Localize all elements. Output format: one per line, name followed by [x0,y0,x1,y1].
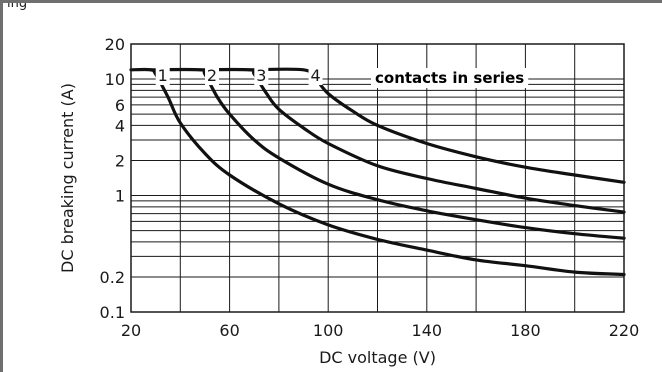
curve-label-background [205,67,220,86]
y-tick-label: 0.2 [100,268,125,287]
curve-series-2 [149,67,626,240]
window-title-fragment: ing [7,3,27,11]
x-axis-label: DC voltage (V) [319,348,436,367]
annotation-label: contacts in series [375,69,524,87]
curve-label-background [254,67,269,86]
y-tick-label: 4 [115,116,125,135]
plot-border [130,43,625,313]
y-tick-label: 20 [105,35,125,54]
curve-label-background [155,67,170,86]
x-tick-label: 220 [609,321,640,340]
x-tick-label: 180 [510,321,541,340]
y-tick-label: 6 [115,96,125,115]
y-tick-label: 1 [115,187,125,206]
x-tick-label: 140 [412,321,443,340]
y-tick-label: 0.1 [100,303,125,322]
y-tick-label: 10 [105,70,125,89]
curve-label-background [308,67,323,86]
curve-labels: 1 2 3 4 [155,66,323,86]
x-tick-label: 100 [313,321,344,340]
annotation-background [371,68,529,89]
x-tick-label: 60 [219,321,239,340]
curve-label-3: 3 [256,66,266,85]
curve-label-4: 4 [310,66,320,85]
y-tick-label: 2 [115,151,125,170]
y-axis-label: DC breaking current (A) [58,83,77,273]
curve-label-2: 2 [207,66,217,85]
curve-label-1: 1 [158,66,168,85]
curve-series-3 [198,67,626,214]
x-tick-label: 20 [121,321,141,340]
grid [131,44,624,312]
